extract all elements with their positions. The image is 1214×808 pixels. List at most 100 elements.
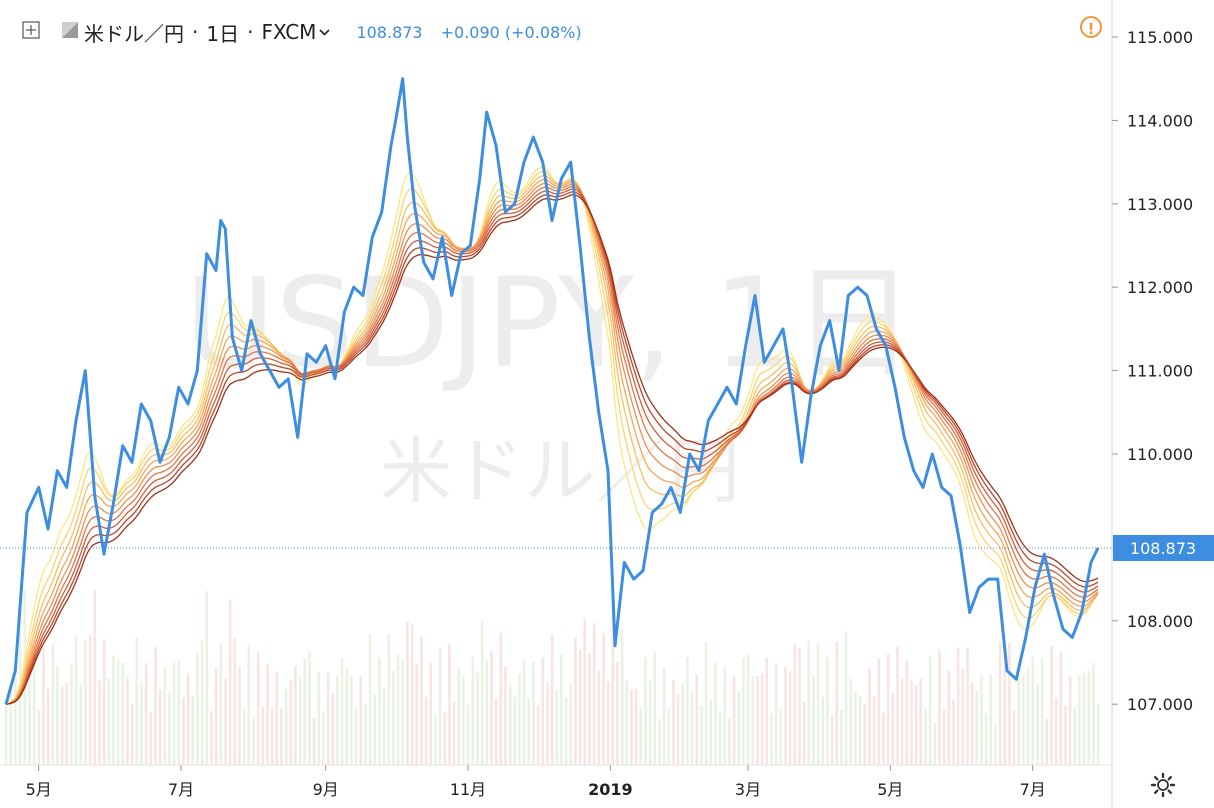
volume-bar bbox=[774, 663, 778, 765]
volume-bar bbox=[634, 688, 638, 765]
volume-bar bbox=[970, 682, 974, 765]
swatch-icon[interactable] bbox=[62, 22, 78, 42]
volume-bar bbox=[536, 705, 540, 765]
volume-bar bbox=[928, 656, 932, 765]
volume-bar bbox=[46, 688, 50, 765]
volume-bar bbox=[205, 591, 209, 765]
time-tick-label: 7月 bbox=[168, 780, 194, 799]
volume-bar bbox=[732, 675, 736, 765]
symbol-header: 米ドル／円 · 1日 · FXCM 108.873 +0.090 (+0.08%… bbox=[0, 14, 582, 50]
volume-bar bbox=[494, 698, 498, 765]
volume-bar bbox=[872, 696, 876, 765]
volume-bar bbox=[690, 692, 694, 765]
volume-bar bbox=[485, 660, 489, 765]
volume-bar bbox=[14, 663, 17, 765]
ema-line bbox=[5, 170, 1099, 705]
volume-bar bbox=[158, 689, 162, 765]
source-label[interactable]: FXCM bbox=[261, 20, 317, 44]
volume-bar bbox=[714, 663, 717, 765]
chevron-down-icon[interactable] bbox=[319, 25, 331, 39]
price-tick-label: 110.000 bbox=[1127, 445, 1193, 464]
volume-bar bbox=[214, 667, 218, 765]
volume-bar bbox=[1040, 657, 1044, 765]
volume-bar bbox=[345, 667, 349, 765]
volume-bar bbox=[1045, 719, 1049, 765]
price-line bbox=[4, 77, 1100, 705]
volume-bar bbox=[1068, 676, 1072, 765]
volume-bar bbox=[644, 657, 647, 765]
volume-bar bbox=[93, 590, 97, 765]
last-price-label: 108.873 bbox=[1130, 539, 1196, 558]
volume-bar bbox=[1073, 706, 1077, 765]
time-tick-label: 7月 bbox=[1020, 780, 1046, 799]
volume-bar bbox=[121, 662, 125, 765]
crosshair-icon[interactable] bbox=[22, 21, 40, 43]
volume-bar bbox=[466, 704, 470, 765]
volume-bar bbox=[373, 694, 377, 765]
separator: · bbox=[192, 20, 199, 44]
volume-bar bbox=[751, 676, 755, 765]
price-tick-label: 111.000 bbox=[1127, 362, 1193, 381]
warning-icon[interactable]: ! bbox=[1080, 16, 1102, 38]
volume-bar bbox=[830, 715, 834, 765]
volume-bar bbox=[821, 696, 825, 765]
volume-bar bbox=[816, 643, 820, 765]
volume-bar bbox=[28, 671, 31, 765]
volume-bar bbox=[770, 712, 773, 765]
volume-bar bbox=[1082, 672, 1086, 765]
volume-bar bbox=[835, 641, 839, 765]
volume-bar bbox=[798, 647, 801, 765]
volume-bar bbox=[317, 672, 321, 765]
volume-bar bbox=[256, 651, 260, 765]
price-tick-label: 108.000 bbox=[1127, 612, 1193, 631]
volume-bar bbox=[65, 682, 69, 765]
volume-bar bbox=[760, 673, 764, 765]
volume-bar bbox=[340, 658, 344, 765]
volume-bar bbox=[980, 673, 983, 765]
volume-bar bbox=[294, 665, 297, 765]
volume-bar bbox=[546, 682, 549, 765]
volume-bar bbox=[140, 681, 143, 765]
volume-bar bbox=[298, 677, 302, 765]
time-tick-label: 3月 bbox=[735, 780, 761, 799]
volume-bar bbox=[378, 657, 381, 765]
gear-icon[interactable] bbox=[1150, 772, 1176, 798]
volume-bar bbox=[70, 663, 73, 765]
volume-bar bbox=[597, 670, 601, 765]
volume-bar bbox=[938, 651, 941, 765]
volume-bar bbox=[415, 664, 419, 765]
volume-bar bbox=[672, 680, 675, 765]
interval-label[interactable]: 1日 bbox=[206, 21, 240, 46]
volume-bar bbox=[406, 621, 409, 765]
time-axis[interactable]: 5月 7月 9月 11月 2019 3月 5月 7月 bbox=[26, 765, 1046, 799]
volume-bar bbox=[350, 675, 353, 765]
volume-bar bbox=[1036, 683, 1039, 765]
volume-bar bbox=[914, 685, 918, 765]
volume-bar bbox=[592, 623, 596, 765]
volume-bar bbox=[802, 702, 806, 765]
symbol-name[interactable]: 米ドル／円 bbox=[84, 21, 184, 46]
time-tick-label: 5月 bbox=[26, 780, 52, 799]
volume-bar bbox=[742, 657, 745, 765]
ema-line bbox=[5, 182, 1099, 705]
ema-line bbox=[5, 194, 1099, 705]
volume-bar bbox=[1003, 657, 1007, 765]
watermark-description: 米ドル／円 bbox=[380, 429, 740, 513]
volume-bar bbox=[60, 686, 64, 765]
volume-bar bbox=[228, 600, 232, 765]
volume-bar bbox=[51, 644, 55, 765]
volume-bar bbox=[891, 693, 895, 765]
volume-bar bbox=[499, 632, 503, 765]
price-axis[interactable]: 115.000 114.000 113.000 112.000 111.000 110.0… bbox=[1112, 28, 1193, 714]
volume-bar bbox=[886, 654, 890, 765]
volume-bar bbox=[863, 704, 867, 765]
volume-bar bbox=[112, 655, 115, 765]
volume-bar bbox=[88, 634, 92, 765]
volume-bar bbox=[1092, 662, 1095, 765]
price-tick-label: 112.000 bbox=[1127, 278, 1193, 297]
volume-bar bbox=[303, 658, 307, 765]
volume-bar bbox=[308, 650, 311, 765]
volume-bar bbox=[252, 716, 255, 765]
volume-bar bbox=[961, 668, 965, 765]
